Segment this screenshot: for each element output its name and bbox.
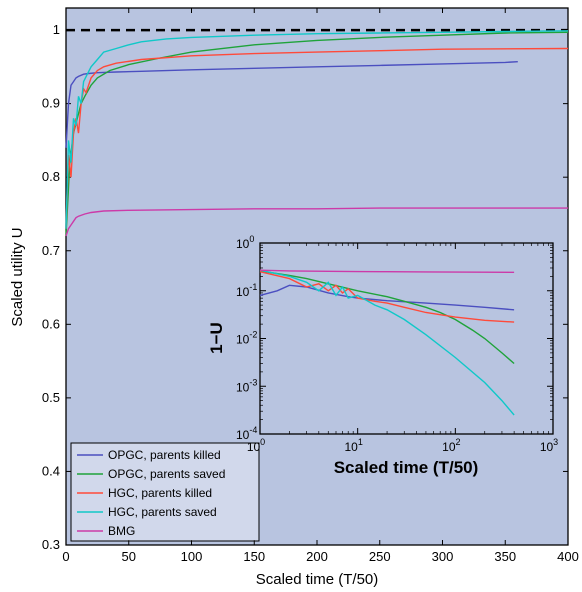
inset-series xyxy=(259,269,515,416)
x-tick-label: 350 xyxy=(494,549,516,564)
legend-box xyxy=(70,442,260,542)
inset-plot-background xyxy=(259,242,554,435)
y-tick-label: 0.9 xyxy=(42,96,60,111)
x-tick-label: 100 xyxy=(181,549,203,564)
y-tick-label: 1 xyxy=(53,22,60,37)
series-line xyxy=(65,30,569,229)
legend-label: HGC, parents saved xyxy=(108,505,217,519)
legend-entry: OPGC, parents saved xyxy=(77,467,225,481)
y-axis-label: Scaled utility U xyxy=(9,227,26,326)
legend-label: OPGC, parents saved xyxy=(108,467,225,481)
legend-entry: BMG xyxy=(77,524,135,538)
inset-series-line xyxy=(259,269,515,273)
legend-entry: OPGC, parents killed xyxy=(77,448,221,462)
inset-series-line xyxy=(259,269,515,416)
x-tick-label: 0 xyxy=(62,549,69,564)
main-series xyxy=(65,30,569,237)
x-tick-label: 50 xyxy=(122,549,136,564)
legend-entry: HGC, parents saved xyxy=(77,505,217,519)
x-tick-label: 300 xyxy=(432,549,454,564)
series-line xyxy=(65,47,569,229)
y-tick-label: 0.7 xyxy=(42,243,60,258)
legend-entries: OPGC, parents killed OPGC, parents saved H… xyxy=(77,448,225,538)
y-tick-label: 0.5 xyxy=(42,390,60,405)
y-tick-label: 0.3 xyxy=(42,537,60,552)
x-axis-label: Scaled time (T/50) xyxy=(256,571,379,588)
legend-label: HGC, parents killed xyxy=(108,486,212,500)
legend-label: BMG xyxy=(108,524,135,538)
legend-label: OPGC, parents killed xyxy=(108,448,221,462)
x-tick-label: 200 xyxy=(306,549,328,564)
inset-x-axis-label: Scaled time (T/50) xyxy=(334,458,479,477)
series-line xyxy=(65,207,568,237)
y-tick-label: 0.4 xyxy=(42,463,60,478)
main-tick-labels: 0 50 100 150 200 250 300 350 400 0.3 0.4 0.5 0.6 0.7 0… xyxy=(42,22,579,564)
y-tick-label: 0.6 xyxy=(42,316,60,331)
x-tick-label: 400 xyxy=(557,549,579,564)
inset-series-line xyxy=(259,270,515,365)
x-tick-label: 150 xyxy=(243,549,265,564)
y-tick-label: 0.8 xyxy=(42,169,60,184)
x-tick-label: 250 xyxy=(369,549,391,564)
inset-y-axis-label: 1−U xyxy=(207,322,226,354)
legend: OPGC, parents killed OPGC, parents saved H… xyxy=(70,442,260,542)
inset-ticks xyxy=(259,242,554,435)
inset-series-line xyxy=(259,271,515,323)
legend-entry: HGC, parents killed xyxy=(77,486,212,500)
